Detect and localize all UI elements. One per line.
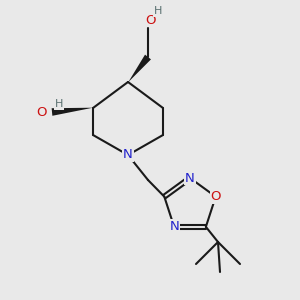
Text: O: O [37, 106, 47, 118]
Text: N: N [169, 220, 179, 233]
Text: N: N [185, 172, 195, 184]
Polygon shape [52, 108, 93, 116]
Text: H: H [55, 99, 63, 109]
Polygon shape [128, 55, 151, 82]
Text: O: O [145, 14, 155, 26]
Text: H: H [154, 6, 162, 16]
Text: O: O [210, 190, 221, 203]
Text: N: N [123, 148, 133, 161]
